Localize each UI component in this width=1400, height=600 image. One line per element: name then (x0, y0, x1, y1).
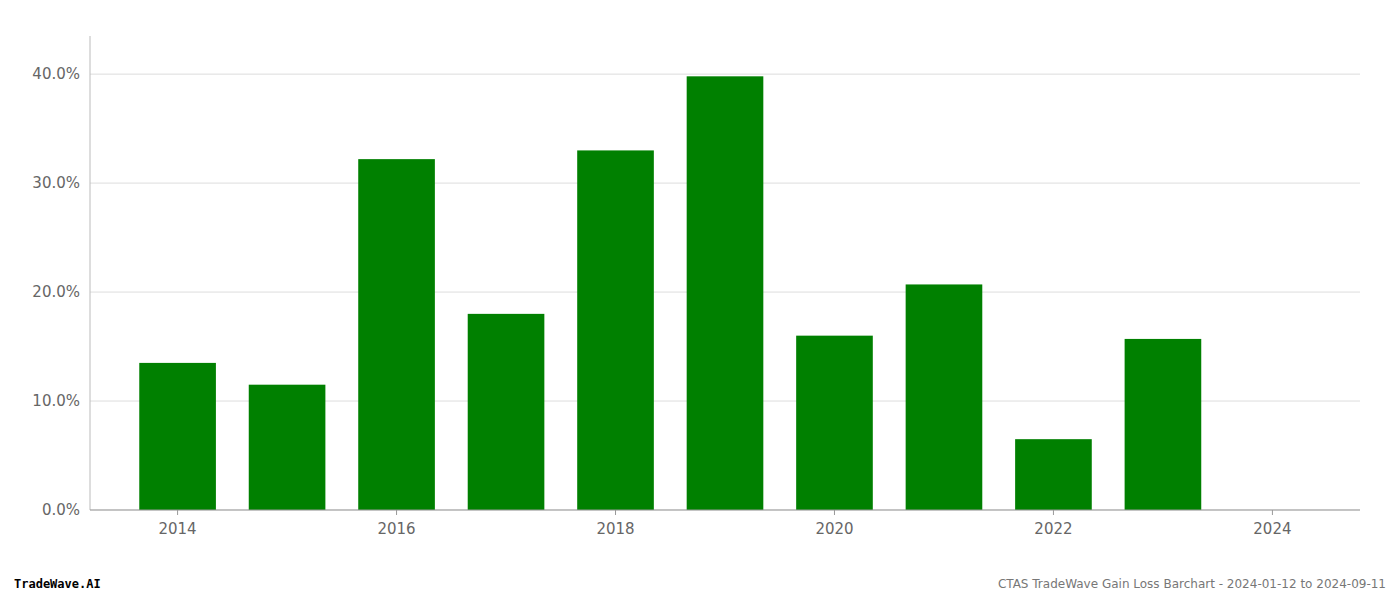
bar (249, 385, 326, 510)
x-tick-label: 2024 (1253, 520, 1291, 538)
x-axis-line (90, 510, 1360, 511)
x-tick (177, 510, 178, 515)
grid-line (90, 74, 1360, 75)
bar (577, 150, 654, 510)
x-tick (615, 510, 616, 515)
footer-right: CTAS TradeWave Gain Loss Barchart - 2024… (998, 577, 1386, 591)
y-tick-label: 0.0% (42, 501, 80, 519)
y-tick-label: 40.0% (32, 65, 80, 83)
bars (139, 76, 1201, 510)
x-tick-label: 2020 (815, 520, 853, 538)
x-tick (834, 510, 835, 515)
x-tick-label: 2014 (158, 520, 196, 538)
x-axis: 2014 2016 2018 2020 2022 2024 (90, 510, 1360, 538)
bar (468, 314, 545, 510)
y-tick-label: 20.0% (32, 283, 80, 301)
bar (796, 336, 873, 510)
y-axis-line (90, 36, 91, 510)
x-tick (396, 510, 397, 515)
footer: TradeWave.AI CTAS TradeWave Gain Loss Bar… (14, 577, 1386, 591)
x-tick-label: 2018 (596, 520, 634, 538)
footer-left: TradeWave.AI (14, 577, 101, 591)
y-grid (90, 74, 1360, 510)
chart-container: 0.0% 10.0% 20.0% 30.0% 40.0% 2014 2016 2018 2020… (0, 0, 1400, 600)
chart: 0.0% 10.0% 20.0% 30.0% 40.0% 2014 2016 2018 2020… (0, 0, 1400, 600)
bar (139, 363, 216, 510)
y-tick-label: 10.0% (32, 392, 80, 410)
x-tick (1053, 510, 1054, 515)
bar (1015, 439, 1092, 510)
background (0, 0, 1400, 600)
grid-line (90, 510, 1360, 511)
page: {"chart_data": {"type": "bar", "x": [201… (0, 0, 1400, 600)
bar (1125, 339, 1202, 510)
bar (906, 284, 983, 510)
bar (358, 159, 435, 510)
x-tick-label: 2022 (1034, 520, 1072, 538)
x-tick (1272, 510, 1273, 515)
y-axis: 0.0% 10.0% 20.0% 30.0% 40.0% (32, 36, 90, 519)
y-tick-label: 30.0% (32, 174, 80, 192)
x-tick-label: 2016 (377, 520, 415, 538)
bar (687, 76, 764, 510)
